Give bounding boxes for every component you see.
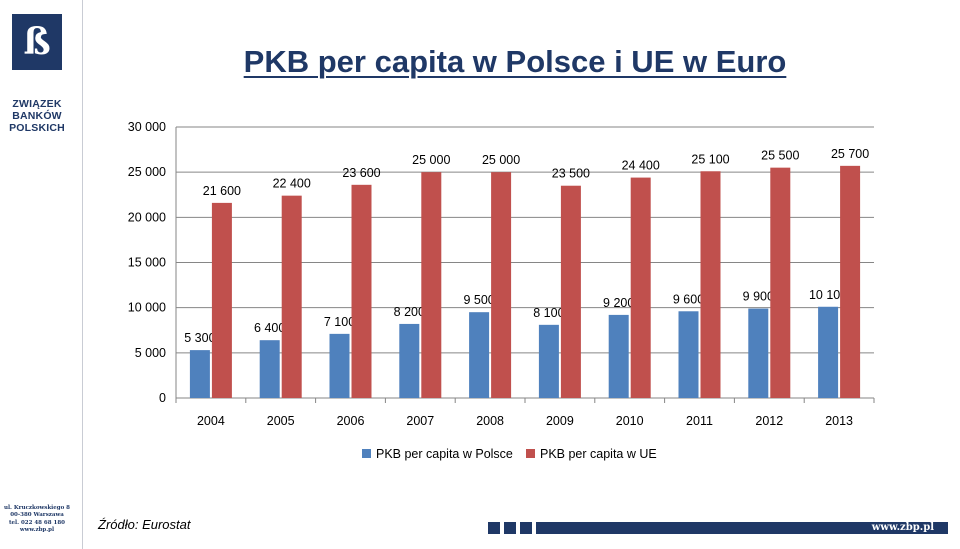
data-label: 9 200 [603, 296, 634, 310]
bar-poland [259, 340, 280, 398]
data-label: 24 400 [622, 159, 660, 173]
x-tick-label: 2004 [197, 414, 225, 428]
address-line-4: www.zbp.pl [19, 527, 55, 534]
legend-item-eu-swatch [526, 449, 535, 458]
bar-eu [560, 185, 581, 398]
bar-eu [281, 195, 302, 398]
y-tick-label: 0 [159, 391, 166, 405]
x-tick-label: 2008 [476, 414, 504, 428]
bar-eu [840, 165, 861, 398]
sidebar: ß ZWIĄZEK BANKÓW POLSKICH ul. Kruczkowsk… [0, 0, 83, 549]
data-label: 7 100 [324, 315, 355, 329]
y-tick-label: 10 000 [128, 301, 166, 315]
data-label: 10 100 [809, 288, 847, 302]
data-label: 25 500 [761, 149, 799, 163]
bar-poland [399, 323, 420, 398]
org-name-line-2: BANKÓW [12, 110, 62, 122]
data-label: 6 400 [254, 321, 285, 335]
footer-url[interactable]: www.zbp.pl [871, 522, 934, 533]
data-label: 25 100 [691, 152, 729, 166]
y-tick-label: 5 000 [135, 346, 166, 360]
data-label: 23 600 [342, 166, 380, 180]
zbp-logo: ß [12, 14, 62, 70]
y-tick-label: 15 000 [128, 256, 166, 270]
x-tick-label: 2007 [406, 414, 434, 428]
source-note: Źródło: Eurostat [98, 517, 191, 532]
bar-poland [818, 306, 839, 398]
footer-block-2 [504, 522, 516, 534]
data-label: 25 000 [412, 153, 450, 167]
org-name-line-3: POLSKICH [9, 122, 65, 134]
y-tick-label: 20 000 [128, 210, 166, 224]
bar-eu [700, 171, 721, 398]
address-line-1: ul. Kruczkowskiego 8 [3, 505, 71, 511]
data-label: 8 200 [394, 305, 425, 319]
y-tick-label: 25 000 [128, 165, 166, 179]
bar-eu [630, 177, 651, 398]
data-label: 9 900 [743, 290, 774, 304]
address-line-2: 00-380 Warszawa [10, 512, 64, 519]
data-label: 9 500 [463, 293, 494, 307]
bar-poland [469, 312, 490, 398]
bar-eu [421, 172, 442, 398]
bar-poland [678, 311, 699, 398]
data-label: 21 600 [203, 184, 241, 198]
address: ul. Kruczkowskiego 8 00-380 Warszawa tel… [2, 505, 72, 535]
data-label: 8 100 [533, 306, 564, 320]
data-label: 22 400 [273, 177, 311, 191]
footer-block-1 [488, 522, 500, 534]
x-tick-label: 2013 [825, 414, 853, 428]
bar-eu [351, 184, 372, 398]
page-title: PKB per capita w Polsce i UE w Euro [243, 44, 787, 79]
org-name: ZWIĄZEK BANKÓW POLSKICH [0, 98, 74, 134]
legend-item-eu-label: PKB per capita w UE [540, 447, 657, 461]
y-tick-label: 30 000 [128, 120, 166, 134]
data-label: 9 600 [673, 292, 704, 306]
bar-poland [329, 333, 350, 398]
legend-item-poland-swatch [362, 449, 371, 458]
data-label: 5 300 [184, 331, 215, 345]
x-tick-label: 2010 [616, 414, 644, 428]
bar-poland [748, 308, 769, 398]
data-label: 25 700 [831, 147, 869, 161]
bar-eu [211, 202, 232, 398]
footer-block-3 [520, 522, 532, 534]
x-tick-label: 2011 [686, 414, 713, 428]
x-tick-label: 2009 [546, 414, 574, 428]
org-name-line-1: ZWIĄZEK [12, 98, 62, 110]
address-line-3: tel. 022 48 68 180 [9, 519, 65, 526]
x-tick-label: 2012 [755, 414, 783, 428]
bar-eu [770, 167, 791, 398]
bar-poland [608, 314, 629, 398]
data-label: 23 500 [552, 167, 590, 181]
data-label: 25 000 [482, 153, 520, 167]
bar-poland [189, 350, 210, 398]
legend-item-poland-label: PKB per capita w Polsce [376, 447, 513, 461]
x-tick-label: 2006 [337, 414, 365, 428]
footer-bar: www.zbp.pl [536, 522, 948, 534]
x-tick-label: 2005 [267, 414, 295, 428]
logo-letter: ß [23, 21, 51, 63]
bar-eu [491, 172, 512, 398]
bar-poland [538, 324, 559, 398]
